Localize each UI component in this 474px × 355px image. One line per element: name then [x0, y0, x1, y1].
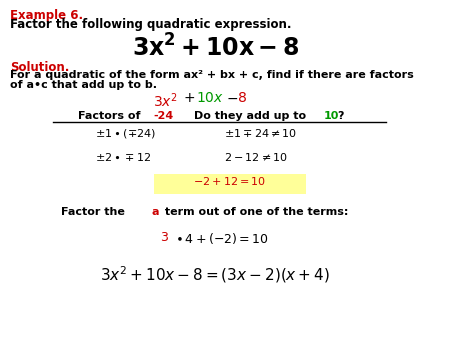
Text: Example 6.: Example 6. — [10, 9, 83, 22]
FancyBboxPatch shape — [155, 174, 306, 194]
Text: $8$: $8$ — [237, 91, 246, 105]
Text: a: a — [152, 207, 159, 217]
Text: $3x^2$: $3x^2$ — [153, 91, 178, 110]
Text: -24: -24 — [153, 110, 173, 121]
Text: $-2+12=10$: $-2+12=10$ — [193, 175, 267, 187]
Text: $\mathbf{3x^2+10x-8}$: $\mathbf{3x^2+10x-8}$ — [131, 35, 299, 62]
Text: 10: 10 — [324, 110, 339, 121]
Text: Factor the: Factor the — [61, 207, 129, 217]
Text: $+$: $+$ — [183, 91, 195, 105]
Text: $2-12\neq10$: $2-12\neq10$ — [224, 151, 288, 163]
Text: ?: ? — [337, 110, 344, 121]
Text: Factor the following quadratic expression.: Factor the following quadratic expressio… — [10, 18, 292, 31]
Text: Solution.: Solution. — [10, 61, 69, 74]
Text: $3$: $3$ — [160, 231, 168, 244]
Text: $3x^2+10x-8=(3x-2)(x+4)$: $3x^2+10x-8=(3x-2)(x+4)$ — [100, 264, 330, 285]
Text: Factors of: Factors of — [78, 110, 145, 121]
Text: Do they add up to: Do they add up to — [194, 110, 310, 121]
Text: term out of one of the terms:: term out of one of the terms: — [161, 207, 348, 217]
Text: $10x$: $10x$ — [196, 91, 224, 105]
Text: $\pm1\bullet(\mp24)$: $\pm1\bullet(\mp24)$ — [95, 127, 156, 140]
Text: $-$: $-$ — [226, 91, 238, 105]
Text: $\bullet\,4+(-2)=10$: $\bullet\,4+(-2)=10$ — [174, 231, 268, 246]
Text: $\pm1\mp24\neq10$: $\pm1\mp24\neq10$ — [224, 127, 297, 139]
Text: $\pm2\bullet\mp12$: $\pm2\bullet\mp12$ — [95, 151, 152, 163]
Text: For a quadratic of the form ax² + bx + c, find if there are factors: For a quadratic of the form ax² + bx + c… — [10, 70, 414, 80]
Text: of a•c that add up to b.: of a•c that add up to b. — [10, 80, 157, 89]
